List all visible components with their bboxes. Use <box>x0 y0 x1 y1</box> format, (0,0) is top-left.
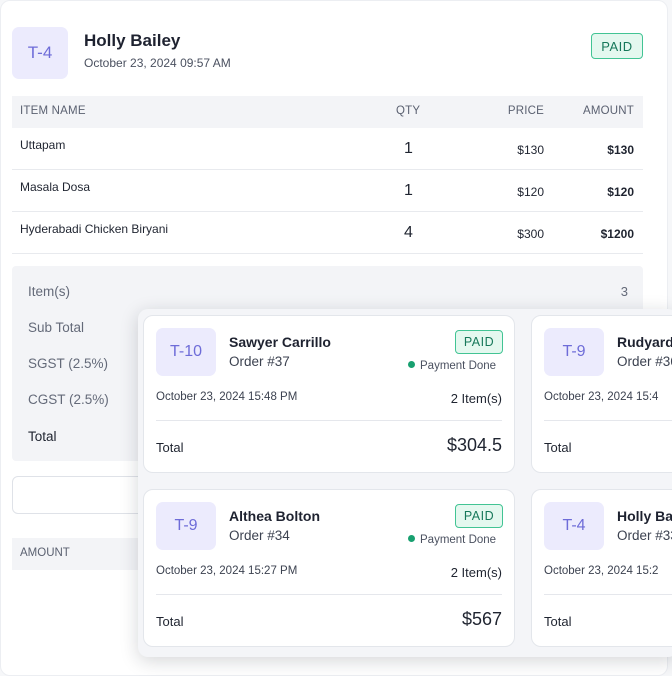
item-price: $120 <box>517 185 544 199</box>
order-datetime: October 23, 2024 15:4 <box>544 391 659 403</box>
order-card[interactable]: T-10 Sawyer Carrillo Order #37 PAID Paym… <box>143 315 515 473</box>
payment-status-text: Payment Done <box>420 534 497 546</box>
column-price: PRICE <box>507 105 544 117</box>
item-name: Uttapam <box>20 138 66 152</box>
divider <box>544 420 672 421</box>
divider <box>156 594 502 595</box>
order-number: Order #34 <box>229 528 290 543</box>
items-count-label: Item(s) <box>28 284 70 299</box>
status-badge: PAID <box>591 33 643 59</box>
status-dot-icon <box>408 361 415 368</box>
status-dot-icon <box>408 535 415 542</box>
item-name: Masala Dosa <box>20 180 91 194</box>
table-row: Uttapam 1 $130 $130 <box>12 128 643 170</box>
total-amount: $567 <box>461 609 502 629</box>
customer-name: Sawyer Carrillo <box>229 334 331 350</box>
items-count-value: 3 <box>620 284 628 299</box>
column-item-name: ITEM NAME <box>20 105 86 117</box>
item-qty: 1 <box>404 140 413 157</box>
customer-name: Holly Baile <box>617 508 672 524</box>
column-amount: AMOUNT <box>20 547 70 559</box>
order-card[interactable]: T-4 Holly Baile Order #33 October 23, 20… <box>531 489 672 647</box>
order-number: Order #37 <box>229 354 290 369</box>
customer-name: Althea Bolton <box>229 508 320 524</box>
item-price: $130 <box>517 143 544 157</box>
table-number-badge: T-4 <box>544 502 604 550</box>
divider <box>156 420 502 421</box>
order-number: Order #33 <box>617 528 672 543</box>
payment-status: Payment Done <box>408 534 496 546</box>
total-label: Total <box>28 429 57 444</box>
order-datetime: October 23, 2024 15:2 <box>544 565 659 577</box>
table-number-badge: T-10 <box>156 328 216 376</box>
item-name: Hyderabadi Chicken Biryani <box>20 222 169 236</box>
order-datetime: October 23, 2024 09:57 AM <box>84 56 231 70</box>
status-badge: PAID <box>455 504 503 528</box>
table-number-badge: T-9 <box>544 328 604 376</box>
item-amount: $120 <box>607 185 634 199</box>
subtotal-label: Sub Total <box>28 320 85 335</box>
order-datetime: October 23, 2024 15:27 PM <box>156 565 298 577</box>
order-datetime: October 23, 2024 15:48 PM <box>156 391 298 403</box>
item-qty: 1 <box>404 182 413 199</box>
table-row: Masala Dosa 1 $120 $120 <box>12 170 643 212</box>
item-qty: 4 <box>404 224 413 241</box>
item-count: 2 Item(s) <box>450 391 502 406</box>
sgst-label: SGST (2.5%) <box>28 356 109 371</box>
customer-name: Holly Bailey <box>84 31 181 50</box>
cgst-label: CGST (2.5%) <box>28 392 109 407</box>
payment-status-text: Payment Done <box>420 360 497 372</box>
table-number-badge: T-4 <box>12 27 68 79</box>
order-number: Order #36 <box>617 354 672 369</box>
total-label: Total <box>156 614 184 629</box>
table-row: Hyderabadi Chicken Biryani 4 $300 $1200 <box>12 212 643 254</box>
status-badge: PAID <box>455 330 503 354</box>
item-amount: $130 <box>607 143 634 157</box>
customer-name: Rudyard F <box>617 334 672 350</box>
order-card[interactable]: T-9 Rudyard F Order #36 October 23, 2024… <box>531 315 672 473</box>
order-card[interactable]: T-9 Althea Bolton Order #34 PAID Payment… <box>143 489 515 647</box>
item-price: $300 <box>517 227 544 241</box>
column-amount: AMOUNT <box>582 105 634 117</box>
payment-status: Payment Done <box>408 360 496 372</box>
items-table-header: ITEM NAME QTY PRICE AMOUNT <box>12 96 643 128</box>
total-amount: $304.5 <box>446 435 502 455</box>
table-number-badge: T-9 <box>156 502 216 550</box>
item-amount: $1200 <box>600 227 634 241</box>
total-label: Total <box>544 614 572 629</box>
divider <box>544 594 672 595</box>
column-qty: QTY <box>396 105 421 117</box>
total-label: Total <box>544 440 572 455</box>
orders-popup-panel: T-10 Sawyer Carrillo Order #37 PAID Paym… <box>138 309 672 657</box>
item-count: 2 Item(s) <box>450 565 502 580</box>
total-label: Total <box>156 440 184 455</box>
